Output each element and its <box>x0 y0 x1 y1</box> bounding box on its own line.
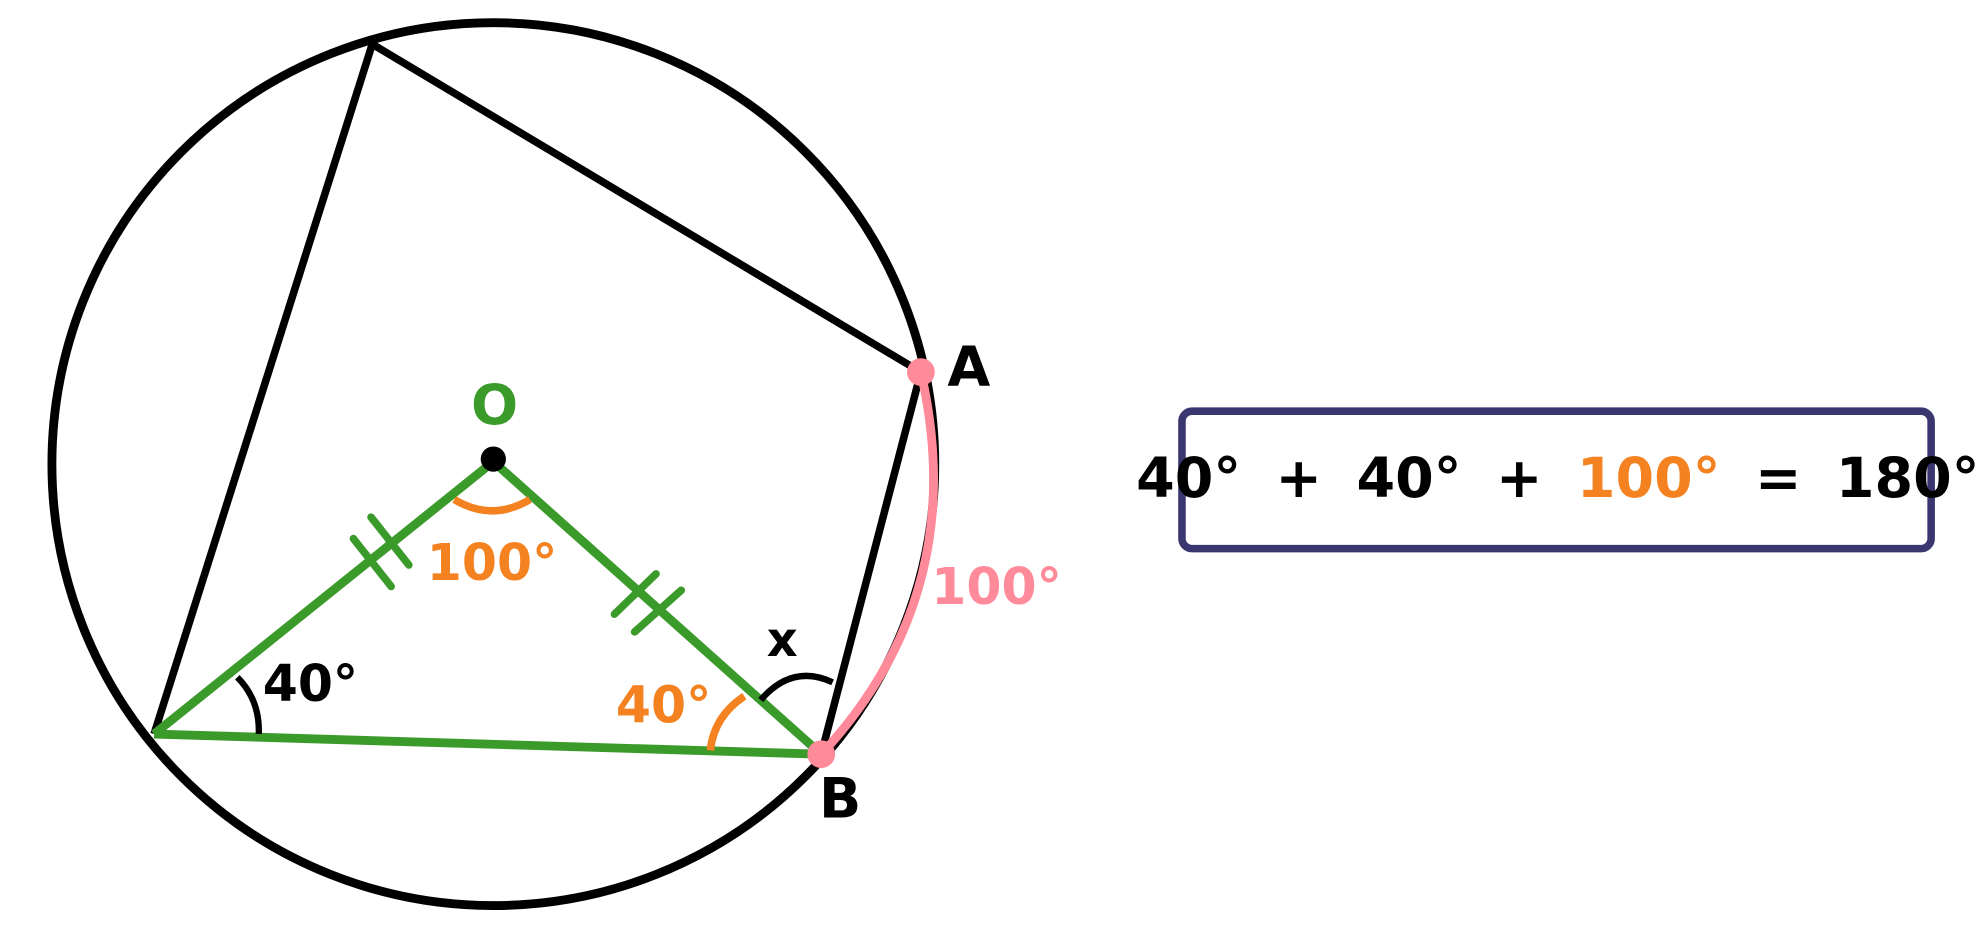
angle-label: 100° <box>931 557 1062 616</box>
angle-label: 40° <box>263 654 358 713</box>
triangle-side <box>153 729 822 759</box>
chord <box>817 371 925 756</box>
equation: 40° + 40° + 100° = 180° <box>1136 446 1978 511</box>
point-o <box>480 446 506 472</box>
equal-ticks <box>349 513 686 636</box>
angle-arc <box>758 672 834 703</box>
angle-arc <box>452 496 532 515</box>
angle-label: 100° <box>427 533 558 592</box>
equation-term: 180° <box>1836 446 1978 511</box>
arc-ab <box>818 371 938 758</box>
label-x: x <box>767 613 798 668</box>
equation-term: 40° <box>1357 446 1462 511</box>
angle-arc <box>706 693 747 751</box>
label-o: O <box>471 373 518 438</box>
equation-box <box>1178 407 1935 553</box>
equation-term: + <box>1276 446 1323 511</box>
label-a: A <box>947 335 990 400</box>
angle-label: 40° <box>616 675 711 734</box>
radius <box>151 458 497 738</box>
point-b <box>807 740 836 769</box>
chord <box>370 40 923 376</box>
angle-arc <box>235 675 262 735</box>
label-b: B <box>819 766 861 831</box>
equation-term: 100° <box>1577 446 1721 511</box>
equation-term: 40° <box>1136 446 1241 511</box>
chord <box>150 43 376 736</box>
equation-term: + <box>1496 446 1543 511</box>
equation-term: = <box>1755 446 1802 511</box>
point-a <box>907 358 935 386</box>
